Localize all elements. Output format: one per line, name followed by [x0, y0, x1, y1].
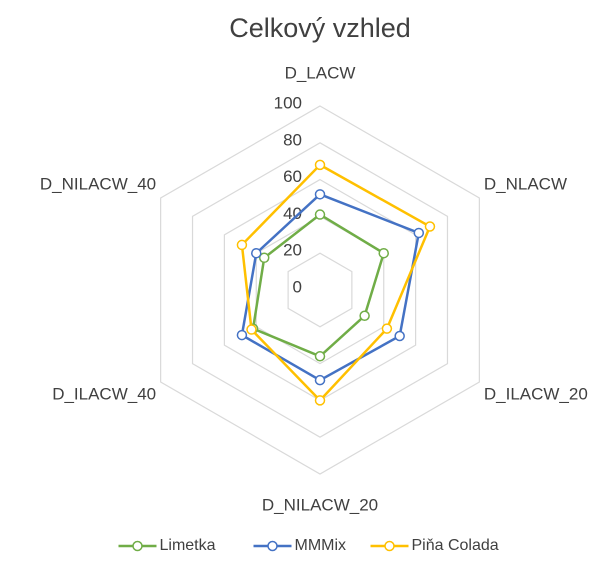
series-marker: [314, 189, 326, 200]
series-marker: [359, 310, 370, 322]
series-marker: [236, 239, 248, 251]
legend-label: Limetka: [160, 537, 216, 554]
r-tick-label: 60: [283, 167, 302, 186]
category-label: D_ILACW_40: [52, 384, 156, 403]
series-marker: [394, 330, 405, 342]
series-marker: [314, 374, 326, 386]
r-tick-label: 80: [283, 130, 302, 149]
series-marker: [251, 247, 262, 259]
category-label: D_NILACW_20: [262, 495, 378, 514]
series-marker: [236, 329, 248, 341]
series-marker: [314, 209, 326, 220]
category-label: D_LACW: [285, 63, 356, 82]
series-marker: [314, 350, 326, 362]
legend-label: Piňa Colada: [412, 537, 499, 554]
grid-ring: [255, 215, 385, 365]
series-marker: [246, 324, 257, 335]
legend-marker: [132, 540, 143, 552]
series-marker: [378, 247, 389, 259]
series-line: [251, 213, 386, 358]
series-marker: [258, 252, 270, 264]
r-tick-label: 100: [274, 93, 302, 112]
series-marker: [314, 159, 326, 171]
r-tick-label: 0: [293, 277, 302, 296]
category-label: D_NLACW: [484, 174, 567, 193]
series-marker: [381, 323, 393, 334]
grid-ring: [287, 252, 353, 328]
series-marker: [424, 221, 436, 232]
legend-marker: [384, 540, 395, 552]
grid-ring: [191, 142, 449, 438]
series-marker: [413, 227, 425, 239]
legend-label: MMMix: [295, 537, 347, 554]
series-marker: [314, 395, 326, 406]
legend-marker: [267, 540, 278, 552]
category-label: D_ILACW_20: [484, 384, 588, 403]
r-tick-label: 40: [283, 204, 302, 223]
category-label: D_NILACW_40: [40, 174, 156, 193]
chart-title: Celkový vzhled: [229, 13, 411, 43]
r-tick-label: 20: [283, 241, 302, 260]
grid-ring: [160, 105, 480, 475]
